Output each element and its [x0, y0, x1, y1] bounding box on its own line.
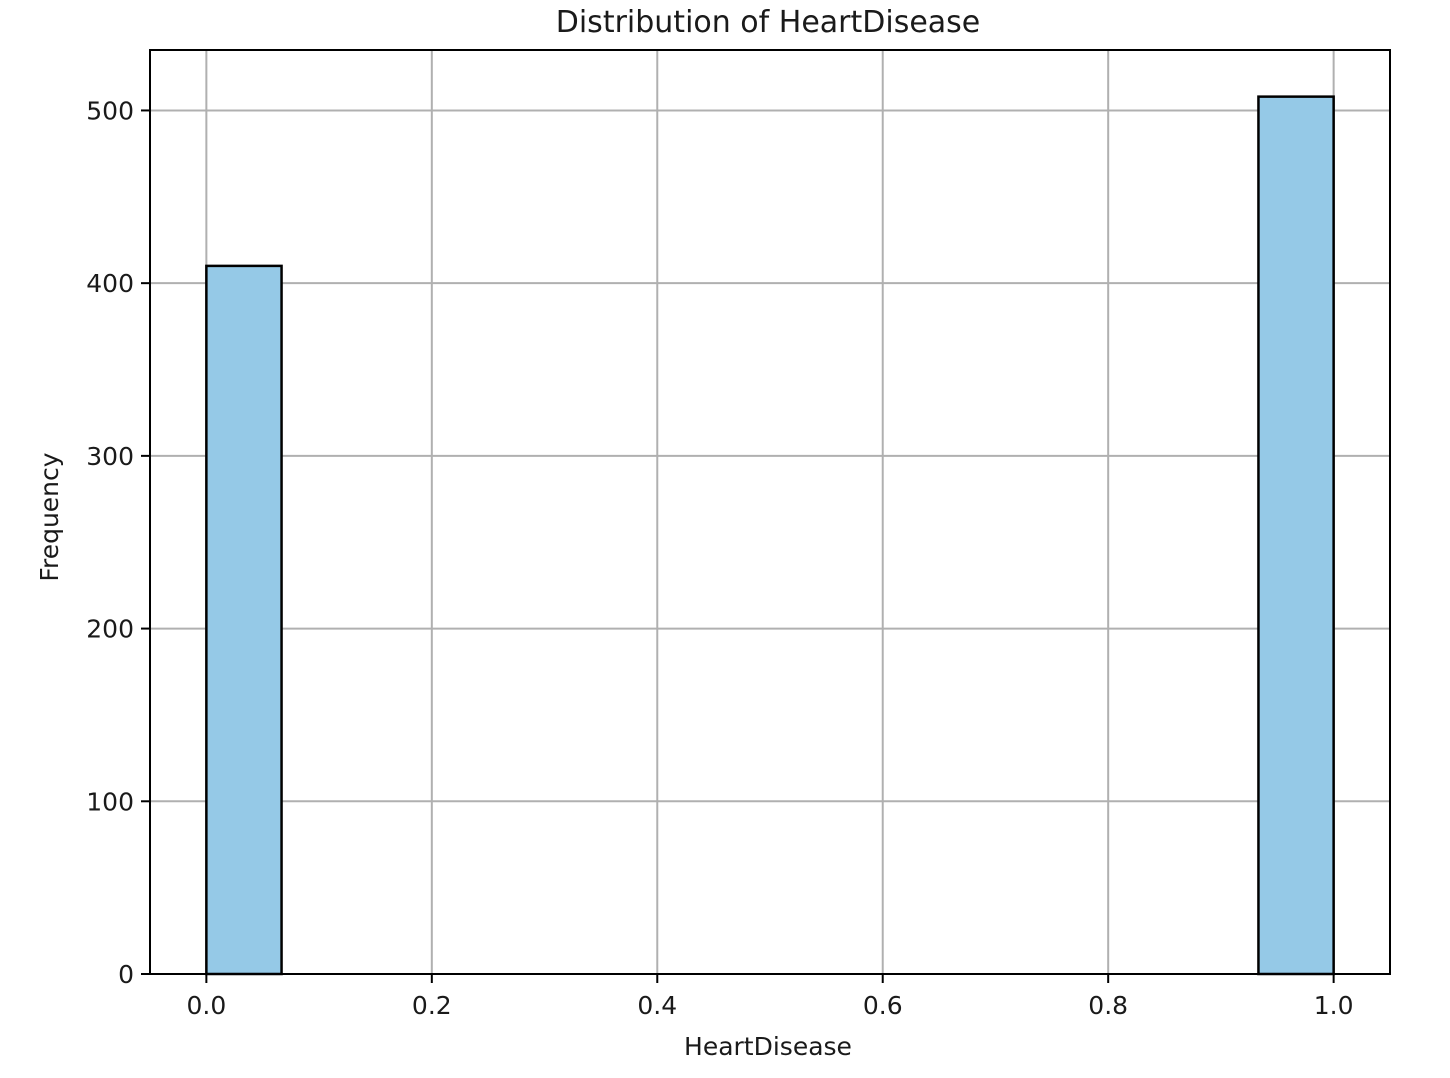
y-tick-label: 300	[86, 442, 134, 471]
y-axis-label: Frequency	[35, 452, 64, 581]
chart-title: Distribution of HeartDisease	[556, 5, 981, 40]
bars	[205, 95, 1335, 976]
grid-lines	[150, 50, 1390, 975]
histogram-bar-1	[1257, 95, 1335, 976]
x-tick-label: 0.4	[637, 991, 677, 1020]
y-tick-label: 500	[86, 96, 134, 125]
plot-area-frame	[149, 49, 1391, 975]
x-tick-label: 0.8	[1088, 991, 1128, 1020]
x-tick-label: 0.6	[863, 991, 903, 1020]
x-tick-label: 0.2	[412, 991, 452, 1020]
y-tick-label: 0	[118, 960, 134, 989]
y-tick-label: 200	[86, 615, 134, 644]
x-tick-label: 0.0	[186, 991, 226, 1020]
axis-ticks: 0.0 0.2 0.4 0.6 0.8 1.0 0 100 200 300 400 500	[86, 96, 1353, 1020]
y-tick-label: 100	[86, 787, 134, 816]
x-axis-label: HeartDisease	[684, 1032, 852, 1061]
y-tick-label: 400	[86, 269, 134, 298]
histogram-bar-0	[205, 264, 283, 976]
x-tick-label: 1.0	[1314, 991, 1354, 1020]
